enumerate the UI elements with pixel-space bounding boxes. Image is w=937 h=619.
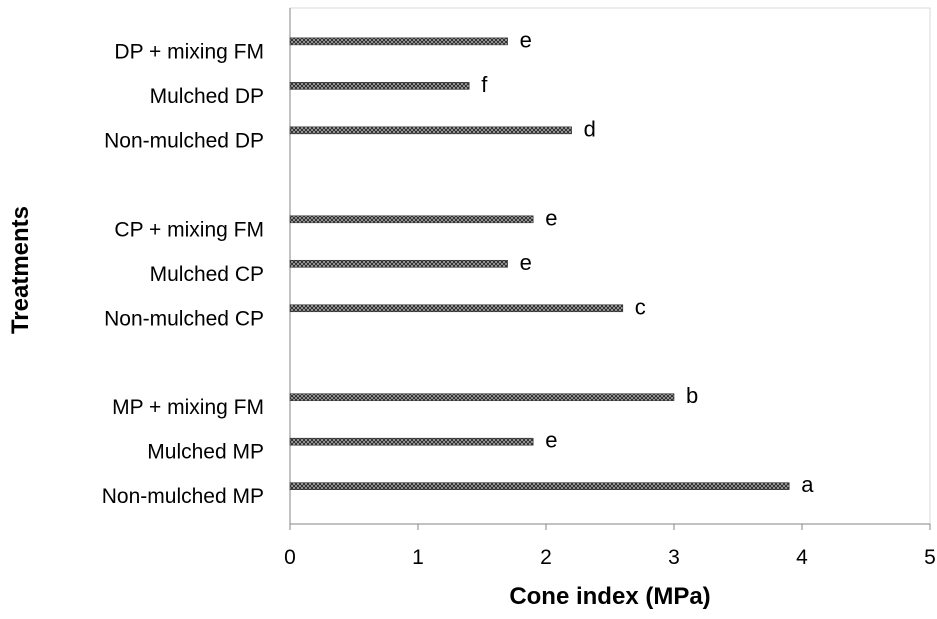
x-axis-title: Cone index (MPa)	[509, 583, 710, 610]
bar-significance-label: e	[520, 27, 532, 52]
x-tick-label: 1	[412, 546, 424, 569]
category-label: Non-mulched CP	[104, 307, 264, 330]
x-tick-label: 0	[284, 546, 296, 569]
bar-non-mulched-dp	[289, 126, 572, 135]
x-tick-label: 5	[924, 546, 936, 569]
category-label: DP + mixing FM	[114, 40, 264, 63]
category-label: Mulched DP	[150, 85, 264, 108]
bar-mulched-cp	[289, 259, 508, 268]
x-tick-label: 4	[796, 546, 808, 569]
bar-mp-mixing-fm	[289, 393, 675, 402]
bar-mulched-mp	[289, 437, 534, 446]
bar-significance-label: e	[545, 428, 557, 453]
category-labels: Non-mulched MP Mulched MP MP + mixing FM No…	[102, 40, 264, 508]
bar-significance-label: c	[635, 294, 646, 319]
category-label: Mulched MP	[147, 441, 264, 464]
bar-significance-label: d	[584, 116, 596, 141]
x-tick-label: 2	[540, 546, 552, 569]
category-label: Non-mulched DP	[104, 129, 264, 152]
y-axis-title: Treatments	[7, 206, 34, 334]
category-label: Mulched CP	[150, 263, 264, 286]
bar-mulched-dp	[289, 82, 470, 90]
bar-significance-label: e	[520, 250, 532, 275]
category-label: MP + mixing FM	[112, 396, 264, 419]
x-ticks: 0 1 2 3 4 5	[284, 524, 936, 569]
bar-dp-mixing-fm	[289, 37, 508, 46]
bar-significance-label: e	[545, 205, 557, 230]
bar-cp-mixing-fm	[289, 215, 534, 224]
category-label: CP + mixing FM	[114, 218, 264, 241]
category-label: Non-mulched MP	[102, 485, 264, 508]
bar-significance-label: b	[686, 383, 698, 408]
bar-non-mulched-cp	[289, 304, 624, 313]
x-tick-label: 3	[668, 546, 680, 569]
bar-significance-label: f	[481, 72, 488, 97]
bar-non-mulched-mp	[289, 482, 790, 490]
bar-significance-label: a	[801, 472, 814, 497]
